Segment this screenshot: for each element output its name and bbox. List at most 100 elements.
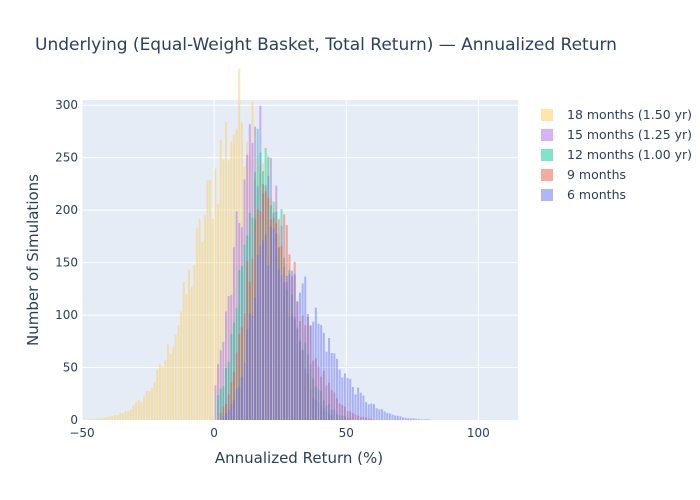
histogram-bar (328, 382, 331, 420)
histogram-bar (227, 394, 230, 420)
histogram-bar (293, 321, 296, 420)
histogram-bar (283, 257, 286, 420)
histogram-bar (251, 142, 254, 420)
histogram-bar (187, 269, 191, 420)
histogram-bar (267, 265, 270, 420)
histogram-bar (267, 197, 270, 420)
histogram-bar (317, 402, 320, 420)
histogram-bar (114, 415, 117, 420)
plot-area (82, 100, 518, 420)
histogram-bar (380, 409, 383, 420)
histogram-bar (251, 258, 254, 420)
histogram-bar (298, 292, 302, 420)
histogram-bar (304, 372, 307, 420)
histogram-bar (330, 390, 333, 420)
legend-swatch[interactable] (541, 189, 553, 201)
histogram-bar (232, 400, 235, 420)
histogram-bar (232, 247, 235, 420)
histogram-bar (322, 370, 325, 420)
histogram-bar (111, 415, 114, 420)
histogram-bar (269, 197, 272, 420)
histogram-bar (420, 419, 423, 420)
histogram-bar (288, 316, 291, 420)
histogram-bar (98, 418, 101, 420)
histogram-bar (246, 235, 249, 420)
histogram-bar (264, 234, 267, 420)
histogram-bar (248, 124, 251, 421)
y-tick-label: 150 (55, 256, 78, 270)
legend-swatch[interactable] (541, 109, 553, 121)
histogram-bar (235, 128, 238, 420)
series-bars (214, 105, 333, 421)
histogram-bar (291, 270, 294, 420)
histogram-bar (325, 405, 328, 420)
histogram-bar (349, 378, 352, 420)
histogram-bar (227, 409, 230, 420)
histogram-bar (211, 218, 214, 420)
histogram-bar (264, 148, 267, 420)
legend-label[interactable]: 6 months (567, 187, 626, 202)
histogram-bar (259, 152, 262, 420)
histogram-bar (264, 193, 267, 420)
histogram-bar (248, 313, 251, 420)
histogram-bar (151, 388, 154, 420)
histogram-bar (325, 385, 328, 420)
histogram-bar (100, 418, 103, 420)
histogram-bar (235, 388, 238, 420)
histogram-bar (143, 396, 146, 420)
histogram-bar (343, 373, 346, 420)
y-tick-label: 0 (70, 413, 78, 427)
histogram-bar (333, 353, 336, 420)
histogram-bar (161, 366, 164, 420)
histogram-bar (304, 276, 307, 420)
histogram-bar (254, 126, 257, 421)
histogram-bar (288, 269, 291, 420)
histogram-bar (320, 405, 323, 420)
histogram-bar (230, 333, 233, 420)
histogram-bar (325, 351, 328, 420)
histogram-bar (261, 184, 265, 420)
legend-label[interactable]: 15 months (1.25 yr) (567, 127, 692, 142)
y-tick-label: 250 (55, 151, 78, 165)
histogram-bar (293, 261, 296, 420)
histogram-bar (198, 218, 201, 420)
histogram-bar (219, 388, 222, 420)
histogram-bar (338, 369, 341, 420)
y-tick-label: 100 (55, 308, 78, 322)
histogram-bar (362, 395, 365, 420)
histogram-bar (298, 321, 302, 420)
legend-swatch[interactable] (541, 129, 553, 141)
histogram-bar (119, 413, 122, 420)
histogram-bar (261, 240, 265, 420)
histogram-bar (335, 413, 339, 420)
chart-title: Underlying (Equal-Weight Basket, Total R… (35, 35, 617, 55)
histogram-bar (283, 297, 286, 420)
histogram-bar (243, 244, 246, 420)
histogram-bar (367, 418, 370, 420)
bars (87, 68, 431, 421)
histogram-bar (240, 227, 243, 420)
x-axis-label: Annualized Return (%) (215, 449, 383, 467)
histogram-bar (309, 376, 312, 420)
histogram-bar (291, 294, 294, 420)
histogram-bar (222, 406, 225, 420)
histogram-bar (254, 178, 257, 420)
legend-label[interactable]: 9 months (567, 167, 626, 182)
histogram-bar (140, 402, 143, 420)
histogram-bar (219, 412, 222, 420)
histogram-bar (283, 266, 286, 420)
histogram-bar (256, 128, 259, 420)
legend-swatch[interactable] (541, 169, 553, 181)
histogram-bar (312, 397, 315, 420)
histogram-bar (320, 325, 323, 420)
histogram-bar (227, 361, 230, 420)
histogram-bar (328, 413, 331, 420)
y-tick-label: 300 (55, 98, 78, 112)
legend-swatch[interactable] (541, 149, 553, 161)
legend-label[interactable]: 18 months (1.50 yr) (567, 107, 692, 122)
histogram-bar (248, 213, 251, 420)
histogram-bar (240, 266, 243, 420)
legend-label[interactable]: 12 months (1.00 yr) (567, 147, 692, 162)
histogram-bar (272, 212, 275, 420)
gridlines (81, 100, 518, 420)
